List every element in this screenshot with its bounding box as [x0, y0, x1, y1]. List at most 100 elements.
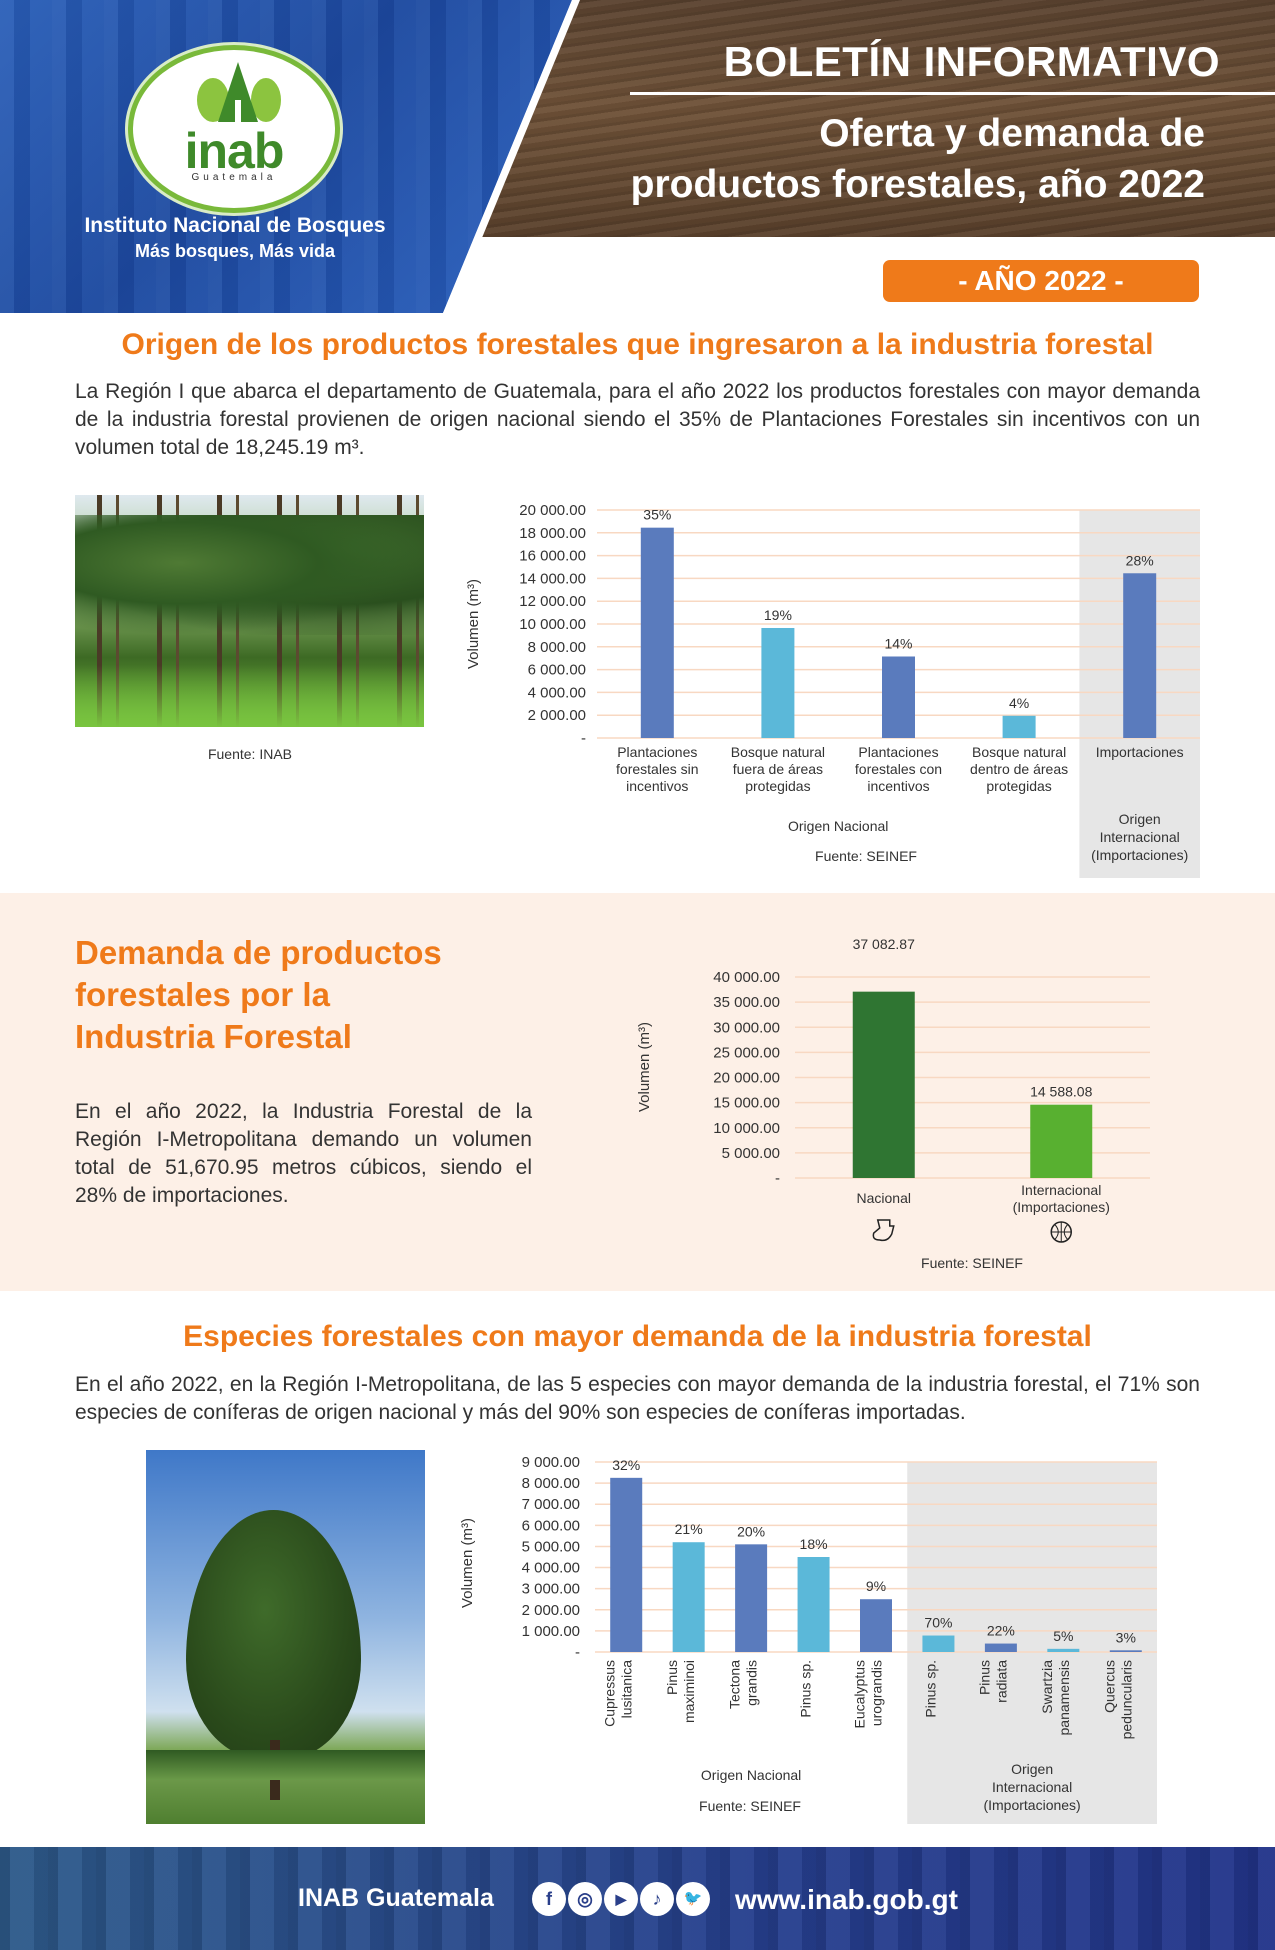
y-tick-label: 5 000.00 — [522, 1538, 580, 1555]
guatemala-map-icon — [872, 1219, 895, 1242]
twitter-icon[interactable]: 🐦 — [676, 1882, 710, 1916]
bar — [984, 1643, 1017, 1652]
y-tick-label: 8 000.00 — [522, 1475, 580, 1492]
y-tick-label: 35 000.00 — [713, 994, 780, 1011]
tiktok-icon[interactable]: ♪ — [640, 1882, 674, 1916]
bar — [1047, 1648, 1080, 1652]
section1-heading: Origen de los productos forestales que i… — [121, 328, 1154, 361]
data-label: 14% — [884, 635, 912, 651]
y-tick-label: 6 000.00 — [522, 1517, 580, 1534]
group-label: (Importaciones) — [983, 1797, 1080, 1813]
category-label: protegidas — [986, 778, 1051, 794]
bar — [1002, 715, 1036, 738]
bar — [852, 991, 915, 1178]
category-label: (Importaciones) — [1013, 1199, 1110, 1215]
forest-plantation-photo — [75, 495, 424, 727]
category-label: maximinoi — [681, 1660, 697, 1723]
bar — [860, 1599, 892, 1652]
bar — [1030, 1104, 1093, 1178]
cypress-tree-photo — [146, 1450, 425, 1824]
y-tick-label: 4 000.00 — [522, 1560, 580, 1577]
data-label: 32% — [612, 1457, 640, 1473]
facebook-icon[interactable]: f — [532, 1882, 566, 1916]
org-slogan: Más bosques, Más vida — [134, 241, 336, 261]
chart-source: Fuente: SEINEF — [815, 848, 917, 864]
data-label: 14 588.08 — [1030, 1084, 1092, 1100]
y-tick-label: 5 000.00 — [722, 1145, 780, 1162]
y-tick-label: - — [775, 1170, 780, 1187]
y-tick-label: - — [575, 1644, 580, 1661]
year-badge: - AÑO 2022 - — [883, 260, 1199, 302]
bar — [735, 1544, 768, 1652]
y-tick-label: 3 000.00 — [522, 1581, 580, 1598]
demand-section-background — [0, 893, 1275, 1291]
bar — [761, 627, 795, 738]
y-tick-label: 16 000.00 — [519, 548, 586, 565]
category-label: Pinus — [976, 1660, 992, 1695]
y-tick-label: 30 000.00 — [713, 1019, 780, 1036]
y-tick-label: 2 000.00 — [528, 707, 586, 724]
category-label: Swartzia — [1039, 1660, 1055, 1714]
data-label: 70% — [924, 1615, 952, 1631]
category-label: urograndis — [869, 1660, 885, 1726]
category-label: fuera de áreas — [733, 761, 823, 777]
bulletin-title: BOLETÍN INFORMATIVO — [723, 38, 1220, 85]
y-axis-label: Volumen (m³) — [459, 1518, 476, 1608]
data-label: 37 082.87 — [853, 936, 915, 952]
y-tick-label: - — [581, 730, 586, 747]
section2-heading-line3: Industria Forestal — [75, 1018, 352, 1055]
data-label: 5% — [1053, 1628, 1073, 1644]
footer-org-name: INAB Guatemala — [298, 1884, 494, 1912]
y-tick-label: 4 000.00 — [528, 684, 586, 701]
category-label: Nacional — [857, 1190, 911, 1206]
data-label: 22% — [987, 1623, 1015, 1639]
data-label: 4% — [1009, 695, 1029, 711]
website-link[interactable]: www.inab.gob.gt — [735, 1884, 958, 1915]
data-label: 3% — [1116, 1629, 1136, 1645]
category-label: Eucalyptus — [852, 1660, 868, 1728]
y-tick-label: 2 000.00 — [522, 1602, 580, 1619]
header-wood-background — [480, 0, 1275, 237]
group-label: Origen Nacional — [701, 1767, 801, 1783]
data-label: 21% — [675, 1521, 703, 1537]
section1-paragraph: La Región I que abarca el departamento d… — [75, 380, 1200, 459]
bar — [610, 1477, 643, 1652]
logo-text: inab — [184, 123, 285, 179]
youtube-icon[interactable]: ▶ — [604, 1882, 638, 1916]
category-label: Tectona — [727, 1660, 743, 1709]
category-label: protegidas — [745, 778, 810, 794]
category-label: Pinus sp. — [922, 1660, 938, 1718]
title-divider — [630, 92, 1275, 95]
category-label: Quercus — [1101, 1660, 1117, 1713]
instagram-icon[interactable]: ◎ — [568, 1882, 602, 1916]
y-tick-label: 7 000.00 — [522, 1496, 580, 1513]
section3-paragraph: En el año 2022, en la Región I-Metropoli… — [75, 1373, 1200, 1424]
data-label: 19% — [764, 607, 792, 623]
category-label: Pinus sp. — [798, 1660, 814, 1718]
bulletin-subtitle-line2: productos forestales, año 2022 — [630, 163, 1205, 206]
category-label: forestales con — [855, 761, 942, 777]
category-label: Bosque natural — [731, 744, 825, 760]
bar — [672, 1542, 705, 1652]
origin-bar-chart: - 2 000.00 4 000.00 6 000.00 8 000.00 10 000.… — [465, 502, 1200, 878]
bar — [922, 1635, 955, 1652]
category-label: incentivos — [867, 778, 929, 794]
category-label: Importaciones — [1096, 744, 1184, 760]
bar — [1123, 573, 1157, 738]
section2-paragraph: En el año 2022, la Industria Forestal de… — [75, 1100, 532, 1207]
category-label: grandis — [744, 1660, 760, 1706]
category-label: Plantaciones — [617, 744, 697, 760]
category-label: incentivos — [626, 778, 688, 794]
category-label: dentro de áreas — [970, 761, 1068, 777]
y-tick-label: 6 000.00 — [528, 662, 586, 679]
y-axis-label: Volumen (m³) — [465, 579, 482, 669]
category-label: Cupressus — [602, 1660, 618, 1727]
y-tick-label: 12 000.00 — [519, 593, 586, 610]
category-label: lusitanica — [619, 1660, 635, 1719]
group-label: Internacional — [1100, 829, 1180, 845]
species-bar-chart: - 1 000.00 2 000.00 3 000.00 4 000.00 5 000.0… — [459, 1454, 1157, 1824]
photo1-caption: Fuente: INAB — [207, 746, 293, 762]
category-label: Internacional — [1021, 1182, 1101, 1198]
section2-heading-line2: forestales por la — [75, 976, 330, 1013]
group-label: (Importaciones) — [1091, 847, 1188, 863]
